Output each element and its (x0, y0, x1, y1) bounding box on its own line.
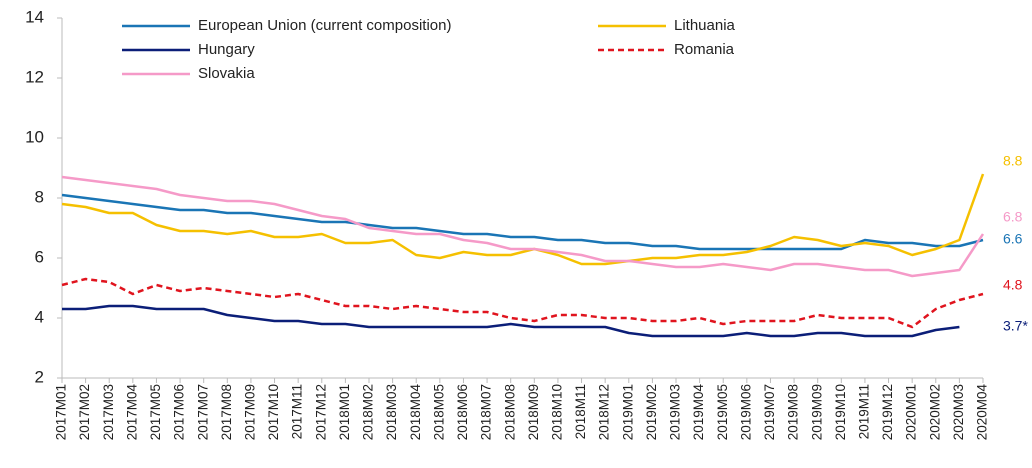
x-tick-label: 2018M06 (455, 384, 470, 440)
x-tick-label: 2017M06 (172, 384, 187, 440)
x-tick-label: 2019M05 (715, 384, 730, 440)
legend-label: Slovakia (198, 65, 255, 82)
x-tick-label: 2017M10 (266, 384, 281, 440)
x-tick-label: 2020M04 (975, 384, 990, 441)
x-tick-label: 2018M05 (431, 384, 446, 440)
x-tick-label: 2017M09 (242, 384, 257, 440)
y-tick-label: 14 (25, 7, 44, 26)
x-tick-label: 2018M11 (573, 384, 588, 439)
y-tick-label: 10 (25, 127, 44, 146)
x-tick-label: 2017M01 (54, 384, 69, 440)
data-label: 8.8 (1003, 153, 1023, 169)
y-tick-label: 4 (35, 307, 44, 326)
x-tick-label: 2017M04 (124, 384, 139, 441)
y-tick-label: 2 (35, 367, 44, 386)
x-tick-label: 2018M02 (361, 384, 376, 440)
x-tick-label: 2020M02 (927, 384, 942, 440)
x-tick-label: 2017M03 (101, 384, 116, 440)
x-tick-label: 2018M12 (597, 384, 612, 440)
data-label: 6.6 (1003, 231, 1023, 247)
x-tick-label: 2017M12 (313, 384, 328, 440)
x-tick-label: 2019M03 (668, 384, 683, 440)
x-tick-label: 2018M01 (337, 384, 352, 440)
legend-label: European Union (current composition) (198, 17, 451, 34)
series-line (61, 173, 985, 266)
x-tick-label: 2019M11 (856, 384, 871, 439)
y-tick-label: 12 (25, 67, 44, 86)
x-tick-label: 2019M10 (833, 384, 848, 440)
x-tick-label: 2019M02 (644, 384, 659, 440)
x-tick-label: 2019M12 (880, 384, 895, 440)
y-tick-label: 8 (35, 187, 44, 206)
x-tick-label: 2019M07 (762, 384, 777, 440)
x-tick-label: 2017M07 (195, 384, 210, 440)
x-tick-label: 2020M03 (951, 384, 966, 440)
x-tick-label: 2018M04 (408, 384, 423, 441)
legend-label: Romania (674, 41, 735, 58)
data-label: 4.8 (1003, 277, 1023, 293)
legend-label: Lithuania (674, 17, 736, 34)
x-tick-label: 2020M01 (904, 384, 919, 440)
x-tick-label: 2019M09 (809, 384, 824, 440)
x-tick-label: 2019M06 (738, 384, 753, 440)
x-tick-label: 2018M07 (479, 384, 494, 440)
x-tick-label: 2017M11 (290, 384, 305, 439)
data-label: 6.8 (1003, 209, 1023, 225)
x-tick-label: 2018M03 (384, 384, 399, 440)
legend-label: Hungary (198, 41, 255, 58)
x-tick-label: 2017M05 (148, 384, 163, 440)
x-tick-label: 2019M08 (786, 384, 801, 440)
series-line (61, 193, 984, 251)
data-label: 3.7* (1003, 318, 1028, 334)
x-tick-label: 2018M10 (549, 384, 564, 440)
x-tick-label: 2017M08 (219, 384, 234, 440)
series-line (62, 304, 960, 338)
x-tick-label: 2019M01 (620, 384, 635, 440)
x-tick-label: 2017M02 (77, 384, 92, 440)
x-tick-label: 2018M09 (526, 384, 541, 440)
x-tick-label: 2019M04 (691, 384, 706, 441)
series-line (61, 277, 984, 329)
x-tick-label: 2018M08 (502, 384, 517, 440)
series-line (61, 175, 985, 278)
y-tick-label: 6 (35, 247, 44, 266)
